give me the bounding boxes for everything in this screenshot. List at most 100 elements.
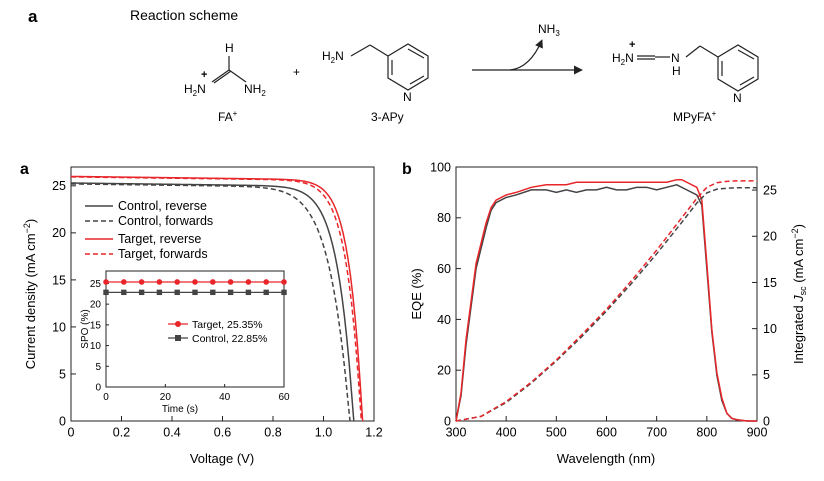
inset-ticks: 0 20 40 60 0 5 10 15 20 25: [90, 279, 290, 403]
eqe-chart: b 300 400 500 600 700 800 90002040608010005101…: [402, 160, 808, 466]
eqe-y-right-tick-label: 5: [763, 368, 770, 382]
eqe-y-right-tick-label: 15: [763, 276, 777, 290]
jv-y-tick-label: 15: [52, 273, 66, 287]
jv-curves: [70, 175, 364, 422]
eqe-series-control-eqe: [455, 183, 757, 422]
eqe-y-left-tick-label: 80: [437, 211, 451, 225]
inset-series: [103, 279, 287, 296]
inset-legend-label-target: Target, 25.35%: [192, 319, 263, 331]
inset-y-tick-label: 25: [90, 279, 102, 290]
mpyfa-atom-nh: N: [671, 51, 680, 65]
inset-series-control-point: [227, 289, 234, 296]
inset-series-control-point: [210, 289, 216, 296]
jv-ticks: 0 0.2 0.4 0.6 0.8 1.0 1.2 0 5 10 15 20 25: [52, 179, 383, 439]
jv-series-control-forwards: [70, 183, 351, 422]
inset-y-tick-label: 10: [90, 341, 102, 352]
inset-series-target-point: [227, 279, 234, 285]
inset-series-control-point: [138, 289, 145, 296]
jv-x-tick-label: 0.2: [113, 426, 130, 440]
fa-charge: +: [201, 69, 207, 81]
eqe-y-label-left: EQE (%): [409, 268, 424, 319]
jv-x-tick-label: 0.6: [214, 426, 231, 440]
inset-series-target-point: [210, 279, 216, 285]
jv-y-tick-label: 10: [52, 320, 66, 334]
byproduct-label: NH3: [538, 22, 560, 38]
inset-x-tick-label: 0: [103, 392, 109, 403]
eqe-panel-letter: b: [402, 161, 412, 178]
inset-y-tick-label: 15: [90, 320, 102, 331]
scheme-plus: +: [293, 65, 300, 79]
inset-series-target-point: [281, 279, 287, 285]
jv-y-tick-label: 20: [52, 226, 66, 240]
inset-y-tick-label: 5: [95, 362, 101, 373]
scheme-title: Reaction scheme: [130, 7, 238, 23]
eqe-series-target-eqe: [455, 178, 757, 422]
jv-x-tick-label: 0.8: [264, 426, 281, 440]
apy-atom-amine: H2N: [322, 49, 344, 65]
mpyfa-charge: +: [629, 39, 635, 51]
scheme-panel-letter: a: [28, 7, 38, 26]
eqe-x-tick-label: 900: [747, 426, 768, 440]
apy-atom-ring: N: [403, 90, 412, 104]
jv-y-tick-label: 25: [52, 179, 66, 193]
inset-x-label: Time (s): [162, 404, 198, 415]
inset-legend: Target, 25.35% Control, 22.85%: [168, 319, 267, 345]
eqe-y-right-tick-label: 0: [763, 414, 770, 428]
fa-atom-left: H2N: [184, 82, 206, 98]
eqe-x-tick-label: 400: [496, 426, 517, 440]
eqe-y-left-tick-label: 100: [430, 160, 451, 174]
apy-molecule: [350, 43, 429, 91]
inset-legend-marker-control: [175, 335, 181, 341]
reaction-scheme: a Reaction scheme H H2N + NH2 FA+ + H2N …: [28, 7, 759, 124]
fa-atom-right: NH2: [244, 82, 266, 98]
inset-series-control-point: [281, 289, 287, 296]
legend-label-target-forwards: Target, forwards: [118, 247, 208, 261]
inset-series-control-point: [192, 289, 198, 296]
jv-legend: Control, reverse Control, forwards Targe…: [85, 199, 213, 261]
jv-panel-letter: a: [20, 161, 29, 178]
jv-y-tick-label: 5: [59, 367, 66, 381]
inset-series-control-point: [174, 289, 180, 296]
eqe-x-tick-label: 800: [696, 426, 717, 440]
inset-y-tick-label: 20: [90, 300, 102, 311]
jv-x-tick-label: 1.0: [315, 426, 332, 440]
eqe-y-right-tick-label: 25: [763, 183, 777, 197]
legend-label-control-forwards: Control, forwards: [118, 214, 213, 228]
eqe-series-control-integrated-jsc: [455, 187, 757, 422]
jv-x-tick-label: 0.4: [163, 426, 180, 440]
eqe-y-left-tick-label: 60: [437, 262, 451, 276]
inset-x-tick-label: 40: [219, 392, 231, 403]
eqe-x-tick-label: 700: [646, 426, 667, 440]
eqe-y-left-tick-label: 20: [437, 364, 451, 378]
legend-label-target-reverse: Target, reverse: [118, 232, 201, 246]
jv-chart: a 0 0.2 0.4 0.6 0.8 1.0 1.2 0 5 10 15 20 25 Control,…: [20, 161, 383, 466]
inset-series-target-point: [138, 279, 145, 285]
inset-series-target-point: [174, 279, 180, 285]
inset-series-control-point: [263, 289, 269, 296]
mpyfa-atom-nh-h: H: [672, 64, 681, 78]
inset-series-control-point: [245, 289, 252, 296]
inset-series-target-point: [121, 279, 127, 285]
eqe-ticks: 300 400 500 600 700 800 9000204060801000510152…: [430, 160, 777, 439]
jv-series-control-reverse: [70, 182, 355, 422]
jv-y-label: Current density (mA cm−2): [22, 219, 38, 369]
inset-legend-label-control: Control, 22.85%: [192, 333, 267, 345]
inset-y-label: SPO (%): [80, 309, 91, 348]
mpyfa-atom-ring: N: [733, 91, 742, 105]
jv-x-label: Voltage (V): [190, 451, 254, 466]
inset-series-target-point: [156, 279, 163, 285]
fa-label: FA+: [218, 109, 238, 124]
eqe-series-target-integrated-jsc: [455, 180, 757, 422]
jv-x-tick-label: 1.2: [365, 426, 382, 440]
inset-series-control-point: [103, 289, 109, 296]
mpyfa-atom-left: H2N: [612, 51, 634, 67]
inset-series-target-point: [245, 279, 252, 285]
inset-legend-marker-target: [175, 321, 181, 327]
inset-y-tick-label: 0: [95, 383, 101, 394]
jv-x-tick-label: 0: [68, 426, 75, 440]
mpyfa-label: MPyFA+: [673, 109, 717, 124]
mpyfa-molecule: [637, 44, 759, 92]
inset-series-target-point: [192, 279, 198, 285]
inset-x-tick-label: 60: [278, 392, 290, 403]
